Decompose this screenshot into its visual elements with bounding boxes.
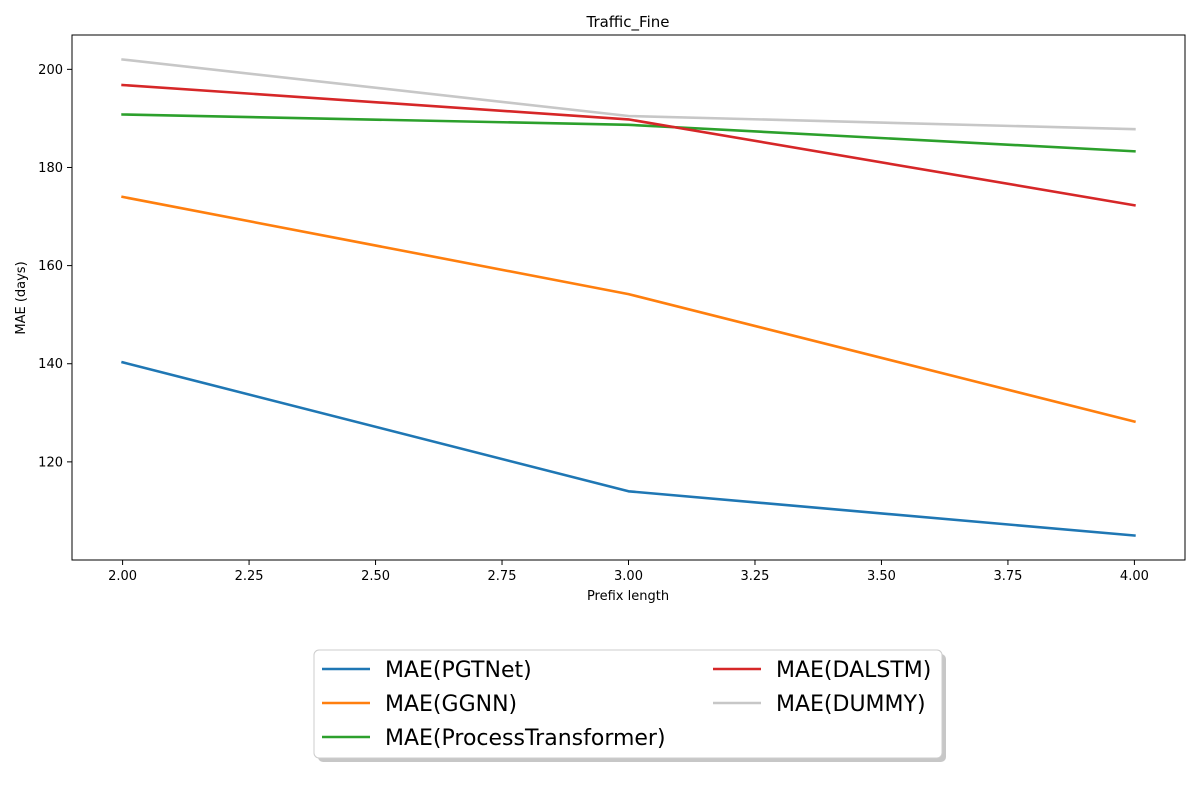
x-axis: 2.00 2.25 2.50 2.75 3.00 3.25 3.50 3.75 4.00 — [108, 560, 1149, 584]
y-tick-label: 200 — [38, 63, 63, 78]
x-tick-label: 3.00 — [614, 569, 643, 584]
legend-label: MAE(DUMMY) — [776, 692, 926, 717]
y-tick-label: 140 — [38, 357, 63, 372]
series-line — [121, 58, 1136, 131]
x-tick-label: 2.75 — [488, 569, 517, 584]
y-tick-label: 120 — [38, 455, 63, 470]
series-line — [121, 83, 1136, 207]
series-line — [121, 113, 1136, 153]
series-line — [121, 360, 1136, 537]
y-axis: 120 140 160 180 200 — [38, 63, 72, 470]
x-tick-label: 3.50 — [867, 569, 896, 584]
y-tick-label: 180 — [38, 161, 63, 176]
series-lines — [121, 58, 1136, 537]
series-line — [121, 195, 1136, 424]
plot-area-frame — [71, 34, 1186, 561]
x-tick-label: 2.25 — [235, 569, 264, 584]
legend: MAE(PGTNet) MAE(GGNN) MAE(ProcessTransform… — [313, 649, 946, 762]
legend-box — [313, 649, 943, 759]
legend-label: MAE(DALSTM) — [776, 658, 931, 683]
x-tick-label: 2.50 — [361, 569, 390, 584]
legend-label: MAE(ProcessTransformer) — [385, 726, 666, 751]
y-axis-label: MAE (days) — [14, 261, 29, 334]
legend-label: MAE(GGNN) — [385, 692, 517, 717]
x-tick-label: 3.75 — [993, 569, 1022, 584]
legend-label: MAE(PGTNet) — [385, 658, 532, 683]
x-tick-label: 4.00 — [1120, 569, 1149, 584]
x-tick-label: 2.00 — [108, 569, 137, 584]
x-tick-label: 3.25 — [741, 569, 770, 584]
x-axis-label: Prefix length — [587, 589, 669, 604]
y-tick-label: 160 — [38, 259, 63, 274]
chart-title: Traffic_Fine — [585, 13, 669, 32]
